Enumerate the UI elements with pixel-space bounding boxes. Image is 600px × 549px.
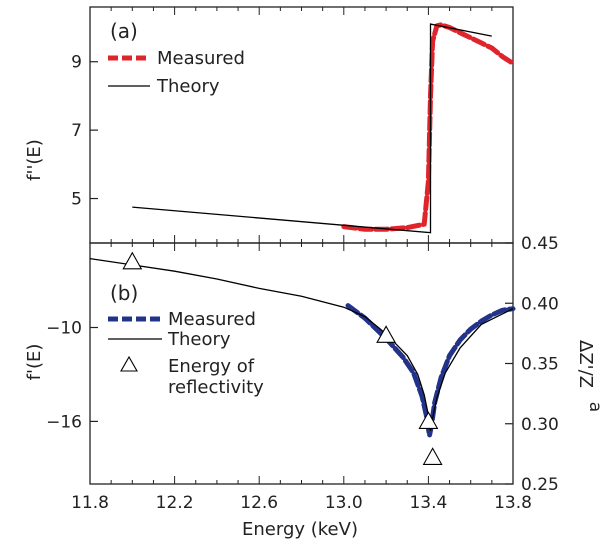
x-tick-label: 12.2	[156, 493, 194, 513]
x-axis-label: Energy (keV)	[242, 519, 358, 540]
x-tick-label: 12.6	[240, 493, 278, 513]
reflectivity-triangle-marker	[418, 411, 439, 429]
panel-b-y-axis-label: f'(E)	[24, 344, 45, 381]
panel-b-frame	[89, 242, 514, 485]
right-y-tick-label: 0.45	[521, 234, 559, 254]
panel-a-series-0-measured-line	[341, 22, 516, 232]
panel-a-y-tick-label: 9	[71, 53, 82, 73]
right-y-tick-label: 0.35	[521, 355, 559, 375]
chart-marks: 5 7 9 −10 −16 11.8 12.2 12.6 13.0 13.4 13.80.25 0.3…	[46, 7, 559, 513]
legend-a-theory-label: Theory	[156, 76, 220, 97]
legend-b-theory-label: Theory	[167, 329, 231, 350]
x-tick-label: 13.4	[409, 493, 447, 513]
right-y-tick-label: 0.25	[521, 475, 559, 495]
reflectivity-triangle-marker	[376, 325, 397, 343]
right-y-tick-label: 0.40	[521, 294, 559, 314]
legend-b-measured-label: Measured	[168, 309, 256, 330]
legend-b-reflectivity-label: Energy of	[168, 356, 255, 377]
panel-b-y-tick-label: −16	[46, 412, 82, 432]
panel-a-y-tick-label: 7	[71, 121, 82, 141]
panel-b-series-1-theory-line	[89, 257, 514, 431]
reflectivity-triangle-marker	[122, 251, 143, 270]
panel-a-y-axis-label: f''(E)	[24, 139, 45, 181]
right-y-tick-label: 0.30	[521, 415, 559, 435]
legend-b-reflectivity-label-line2: reflectivity	[168, 377, 264, 398]
right-y-axis-label: ΔZ'/Z	[575, 340, 596, 388]
right-y-axis-label-subscript: a	[585, 402, 600, 412]
panel-a-series-1-theory-line	[132, 23, 492, 234]
x-tick-label: 13.8	[494, 493, 532, 513]
panel-b-label: (b)	[110, 281, 138, 305]
panel-a-y-tick-label: 5	[71, 190, 82, 210]
panel-a-frame	[89, 6, 514, 244]
x-tick-label: 11.8	[71, 493, 109, 513]
panel-a-label: (a)	[110, 19, 138, 43]
x-tick-label: 13.0	[325, 493, 363, 513]
legend-b-triangle-marker	[120, 355, 138, 372]
legend-a-measured-label: Measured	[157, 48, 245, 69]
panel-b-y-tick-label: −10	[46, 319, 82, 339]
reflectivity-triangle-marker	[422, 447, 443, 465]
